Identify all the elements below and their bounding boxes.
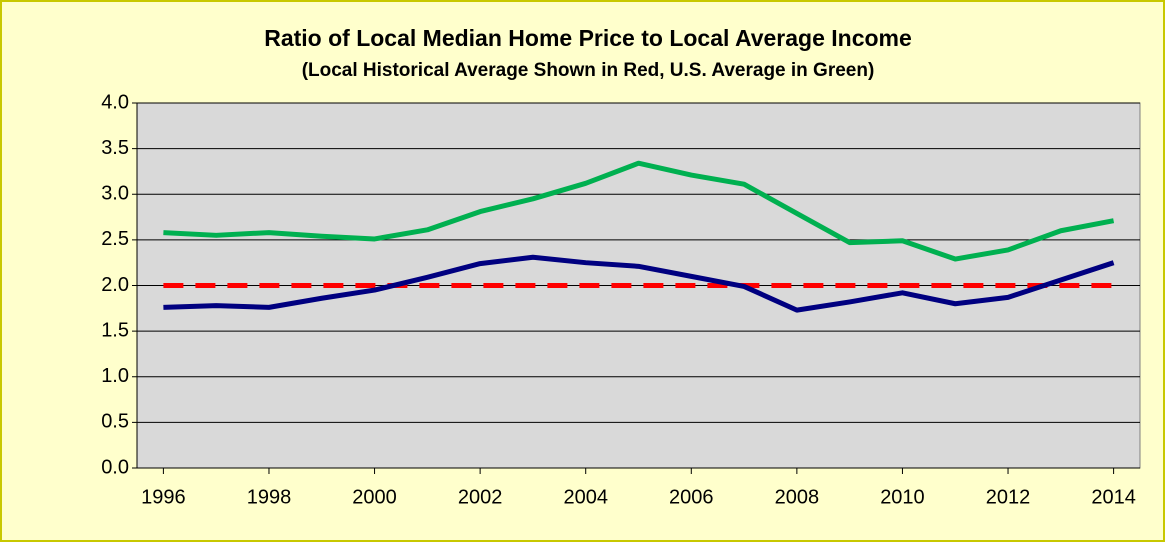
- y-tick-label: 0.5: [101, 411, 129, 433]
- line-series: [163, 160, 1115, 262]
- y-tick-label: 0.0: [101, 456, 129, 478]
- y-tick-label: 4.0: [101, 91, 129, 113]
- chart-subtitle: (Local Historical Average Shown in Red, …: [302, 60, 875, 81]
- y-tick-label: 2.5: [101, 228, 129, 250]
- x-tick-label: 1996: [141, 486, 186, 508]
- x-tick-label: 2002: [458, 486, 503, 508]
- y-tick-label: 3.5: [101, 137, 129, 159]
- x-tick-label: 2000: [352, 486, 397, 508]
- y-tick-label: 2.0: [101, 274, 129, 296]
- x-tick-label: 1998: [247, 486, 292, 508]
- x-tick-label: 2004: [563, 486, 608, 508]
- chart-title: Ratio of Local Median Home Price to Loca…: [264, 25, 912, 51]
- x-tick-label: 2014: [1091, 486, 1136, 508]
- y-tick-label: 1.0: [101, 365, 129, 387]
- line-series: [163, 254, 1115, 313]
- x-tick-label: 2010: [880, 486, 925, 508]
- x-tick-label: 2012: [986, 486, 1031, 508]
- x-tick-label: 2008: [775, 486, 820, 508]
- x-tick-label: 2006: [669, 486, 714, 508]
- y-tick-label: 1.5: [101, 319, 129, 341]
- y-tick-label: 3.0: [101, 183, 129, 205]
